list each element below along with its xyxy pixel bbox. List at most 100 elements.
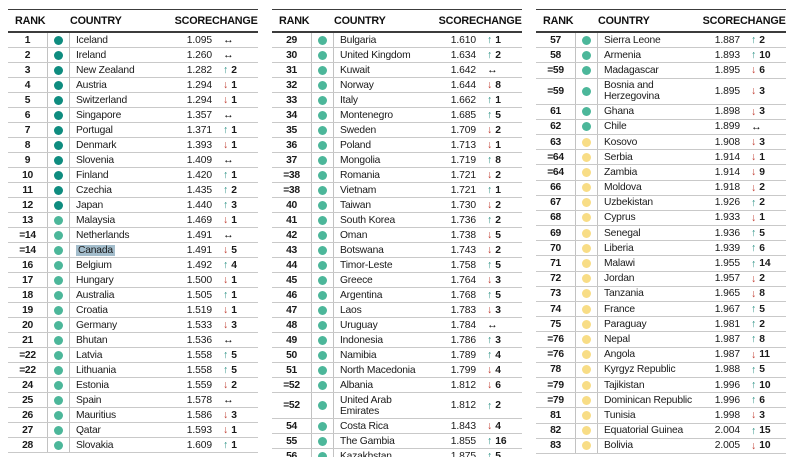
score-value: 1.634 (450, 49, 476, 61)
change-value: 2 (495, 169, 501, 181)
down-arrow-icon: ↓ (223, 244, 229, 256)
change-indicator: ↑ 10 (740, 380, 786, 391)
column-header-country: COUNTRY (334, 14, 386, 27)
peace-band-dot-icon (54, 440, 63, 450)
change-indicator: ↑ 5 (476, 260, 522, 271)
score-value: 1.887 (714, 34, 740, 46)
score-value: 1.536 (186, 334, 212, 346)
change-indicator: ↓ 4 (476, 421, 522, 432)
column-header-change: CHANGE (212, 14, 258, 27)
up-arrow-icon: ↑ (223, 364, 229, 376)
peace-band-dot-icon (54, 170, 63, 180)
change-indicator: ↑ 2 (740, 319, 786, 330)
score-value: 1.758 (450, 259, 476, 271)
peace-band-cell (576, 48, 598, 63)
table-row: 51 North Macedonia 1.799 ↓ 4 (272, 363, 522, 378)
peace-band-cell (48, 408, 70, 422)
change-indicator: ↓ 5 (476, 230, 522, 241)
country-name: Chile (604, 121, 627, 133)
change-value: 3 (495, 304, 501, 316)
table-row: 40 Taiwan 1.730 ↓ 2 (272, 198, 522, 213)
change-indicator: ↓ 3 (740, 137, 786, 148)
change-indicator: ↑ 5 (476, 110, 522, 121)
country-name: Paraguay (604, 318, 647, 330)
peace-band-cell (312, 333, 334, 347)
peace-band-cell (48, 63, 70, 77)
change-value: 5 (231, 349, 237, 361)
peace-band-cell (48, 318, 70, 332)
peace-band-cell (312, 123, 334, 137)
score-value: 1.736 (450, 214, 476, 226)
country-name: Taiwan (340, 199, 371, 211)
country-name: Slovakia (76, 439, 114, 451)
peace-band-cell (48, 108, 70, 122)
change-indicator: ↔ (212, 229, 258, 241)
score-value: 1.987 (714, 349, 740, 361)
change-indicator: ↑ 5 (212, 350, 258, 361)
country-name: Ghana (604, 106, 634, 118)
table-row: 7 Portugal 1.371 ↑ 1 (8, 123, 258, 138)
table-row: 26 Mauritius 1.586 ↓ 3 (8, 408, 258, 423)
score-value: 1.955 (714, 258, 740, 270)
change-indicator: ↑ 2 (212, 65, 258, 76)
change-indicator: ↓ 6 (476, 380, 522, 391)
change-indicator: ↓ 3 (212, 410, 258, 421)
rank-value: 13 (8, 213, 48, 227)
country-name: Kyrgyz Republic (604, 364, 676, 376)
rank-value: 7 (8, 123, 48, 137)
column-header-rank: RANK (279, 14, 310, 27)
country-name: Bosnia and Herzegovina (604, 80, 660, 103)
country-name: Tunisia (604, 409, 636, 421)
score-value: 1.786 (450, 334, 476, 346)
change-value: 4 (495, 420, 501, 432)
ranking-table-3: RANK COUNTRY SCORE CHANGE 57 Sierra Leone… (536, 9, 786, 457)
no-change-icon: ↔ (223, 229, 234, 241)
score-value: 1.957 (714, 273, 740, 285)
column-header-rank: RANK (543, 14, 574, 27)
down-arrow-icon: ↓ (751, 409, 757, 422)
change-indicator: ↓ 1 (212, 95, 258, 106)
score-value: 1.936 (714, 227, 740, 239)
table-row: 41 South Korea 1.736 ↑ 2 (272, 213, 522, 228)
table-row: 24 Estonia 1.559 ↓ 2 (8, 378, 258, 393)
no-change-icon: ↔ (487, 319, 498, 331)
score-value: 1.357 (186, 109, 212, 121)
peace-band-cell (576, 119, 598, 134)
score-value: 1.730 (450, 199, 476, 211)
peace-band-dot-icon (318, 215, 327, 225)
table-row: =22 Latvia 1.558 ↑ 5 (8, 348, 258, 363)
table-row: 35 Sweden 1.709 ↓ 2 (272, 123, 522, 138)
change-indicator: ↑ 2 (476, 50, 522, 61)
down-arrow-icon: ↓ (223, 319, 229, 331)
score-value: 1.558 (186, 349, 212, 361)
country-name: North Macedonia (340, 364, 416, 376)
change-indicator: ↑ 5 (476, 290, 522, 301)
up-arrow-icon: ↑ (487, 399, 493, 412)
peace-band-dot-icon (318, 401, 327, 410)
change-value: 1 (759, 151, 765, 163)
peace-band-dot-icon (318, 200, 327, 210)
peace-band-dot-icon (318, 125, 327, 135)
table-row: =76 Angola 1.987 ↓ 11 (536, 347, 786, 363)
score-value: 1.981 (714, 318, 740, 330)
change-indicator: ↑ 3 (476, 335, 522, 346)
ranking-tables: RANK COUNTRY SCORE CHANGE 1 Iceland 1.095 ↔… (8, 9, 787, 457)
peace-band-cell (312, 288, 334, 302)
no-change-icon: ↔ (751, 120, 762, 133)
country-name: Argentina (340, 289, 383, 301)
change-value: 5 (495, 229, 501, 241)
change-value: 3 (231, 199, 237, 211)
peace-band-cell (48, 333, 70, 347)
peace-band-cell (576, 286, 598, 301)
score-value: 1.784 (450, 319, 476, 331)
table-row: 75 Paraguay 1.981 ↑ 2 (536, 317, 786, 333)
table-row: 67 Uzbekistan 1.926 ↑ 2 (536, 195, 786, 211)
no-change-icon: ↔ (223, 49, 234, 61)
table-row: 17 Hungary 1.500 ↓ 1 (8, 273, 258, 288)
table-row: =38 Vietnam 1.721 ↑ 1 (272, 183, 522, 198)
country-name: Estonia (76, 379, 109, 391)
table-row: 34 Montenegro 1.685 ↑ 5 (272, 108, 522, 123)
rank-value: =22 (8, 363, 48, 377)
change-value: 5 (231, 364, 237, 376)
peace-band-cell (312, 419, 334, 433)
